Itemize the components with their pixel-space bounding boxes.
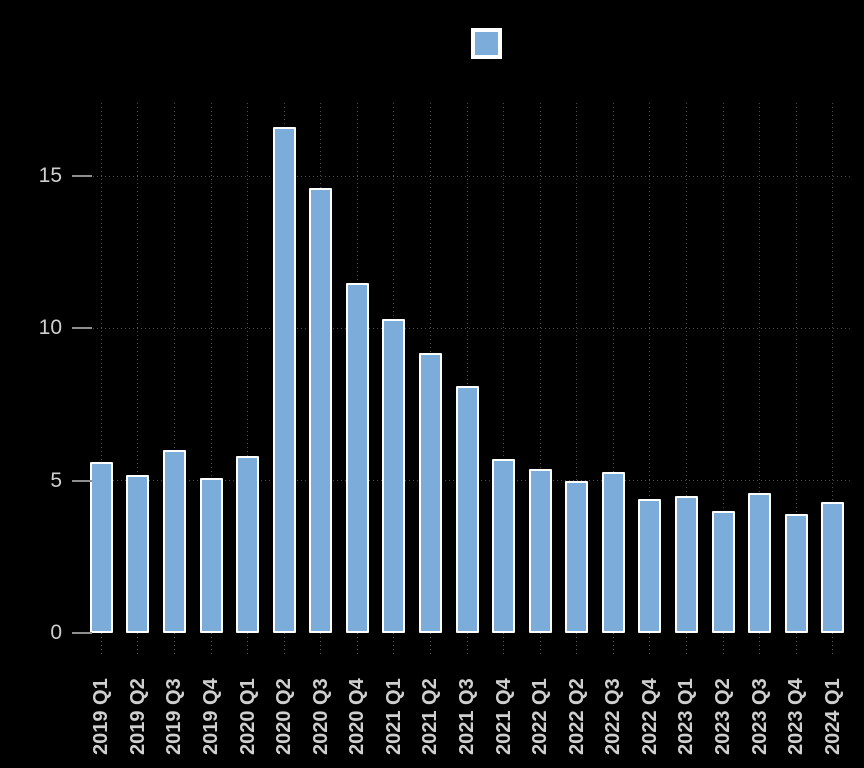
x-tick-label: 2022 Q3 [602,678,625,755]
x-tick-label: 2019 Q3 [163,678,186,755]
x-tick-label: 2019 Q1 [90,678,113,755]
x-tick-label: 2019 Q2 [126,678,149,755]
x-tick [466,633,468,654]
x-tick [576,633,578,654]
x-tick [612,633,614,654]
x-tick-label: 2023 Q2 [712,678,734,755]
x-tick-label: 2021 Q4 [492,678,515,755]
x-gridline [539,103,541,633]
y-tick [72,175,92,178]
x-tick-label: 2022 Q4 [638,678,661,755]
x-tick [393,633,395,654]
x-tick [247,633,249,654]
bar[interactable] [236,456,260,633]
y-tick-label: 15 [38,164,62,188]
x-gridline [247,103,249,633]
x-tick-label: 2023 Q4 [785,678,808,755]
x-tick [795,633,797,654]
bar[interactable] [601,471,625,633]
x-tick-label: 2020 Q3 [309,678,332,755]
x-gridline [210,103,212,633]
x-gridline [832,103,834,633]
x-tick-label: 2023 Q3 [748,678,771,755]
x-tick [429,633,431,654]
x-tick-label: 2022 Q2 [565,678,588,755]
x-tick [100,633,102,654]
x-tick [503,633,505,654]
x-tick [539,633,541,654]
x-tick [722,633,724,654]
x-gridline [100,103,102,633]
x-gridline [576,103,578,633]
y-tick [72,327,92,330]
y-tick [72,632,92,634]
x-tick [759,633,761,654]
x-tick [685,633,687,654]
bar[interactable] [199,477,223,633]
x-gridline [685,103,687,633]
y-gridline [93,175,851,177]
bar[interactable] [528,468,552,633]
x-gridline [173,103,175,633]
x-gridline [612,103,614,633]
x-tick [832,633,834,654]
x-tick-label: 2020 Q2 [273,678,296,755]
x-tick-label: 2022 Q1 [529,678,552,755]
x-tick [320,633,322,654]
x-tick-label: 2021 Q2 [419,678,442,755]
bar[interactable] [162,450,186,633]
x-tick [210,633,212,654]
bar[interactable] [674,495,698,633]
bar[interactable] [418,352,442,633]
bar[interactable] [89,462,113,633]
x-tick-label: 2020 Q1 [236,678,259,755]
chart-legend [471,28,502,59]
y-tick-label: 5 [50,468,62,492]
x-tick [137,633,139,654]
y-tick-label: 10 [38,316,62,340]
y-tick [72,479,92,482]
bar[interactable] [455,386,479,633]
x-tick-label: 2021 Q1 [382,678,405,755]
bar[interactable] [382,319,406,633]
x-gridline [466,103,468,633]
x-gridline [722,103,724,633]
x-tick-label: 2023 Q1 [675,678,698,755]
x-tick-label: 2024 Q1 [821,678,844,755]
bar[interactable] [748,492,772,633]
x-tick [283,633,285,654]
x-tick [173,633,175,654]
x-tick-label: 2020 Q4 [346,678,369,755]
bar[interactable] [272,127,296,633]
bar[interactable] [821,502,845,633]
legend-swatch[interactable] [471,28,502,59]
x-gridline [759,103,761,633]
bar[interactable] [309,188,333,633]
x-tick-label: 2021 Q3 [456,678,478,755]
y-tick-label: 0 [50,621,62,644]
x-tick-label: 2019 Q4 [200,678,222,755]
bar[interactable] [126,474,150,633]
bar[interactable] [492,459,516,633]
bar[interactable] [784,514,808,633]
x-gridline [137,103,139,633]
bar[interactable] [565,480,589,633]
x-gridline [649,103,651,633]
plot-area [83,103,851,633]
bar[interactable] [711,511,735,633]
x-tick [356,633,358,654]
x-gridline [795,103,797,633]
y-gridline [93,327,851,329]
x-gridline [503,103,505,633]
x-tick [649,633,651,654]
bar[interactable] [345,282,369,633]
bar[interactable] [638,498,662,633]
